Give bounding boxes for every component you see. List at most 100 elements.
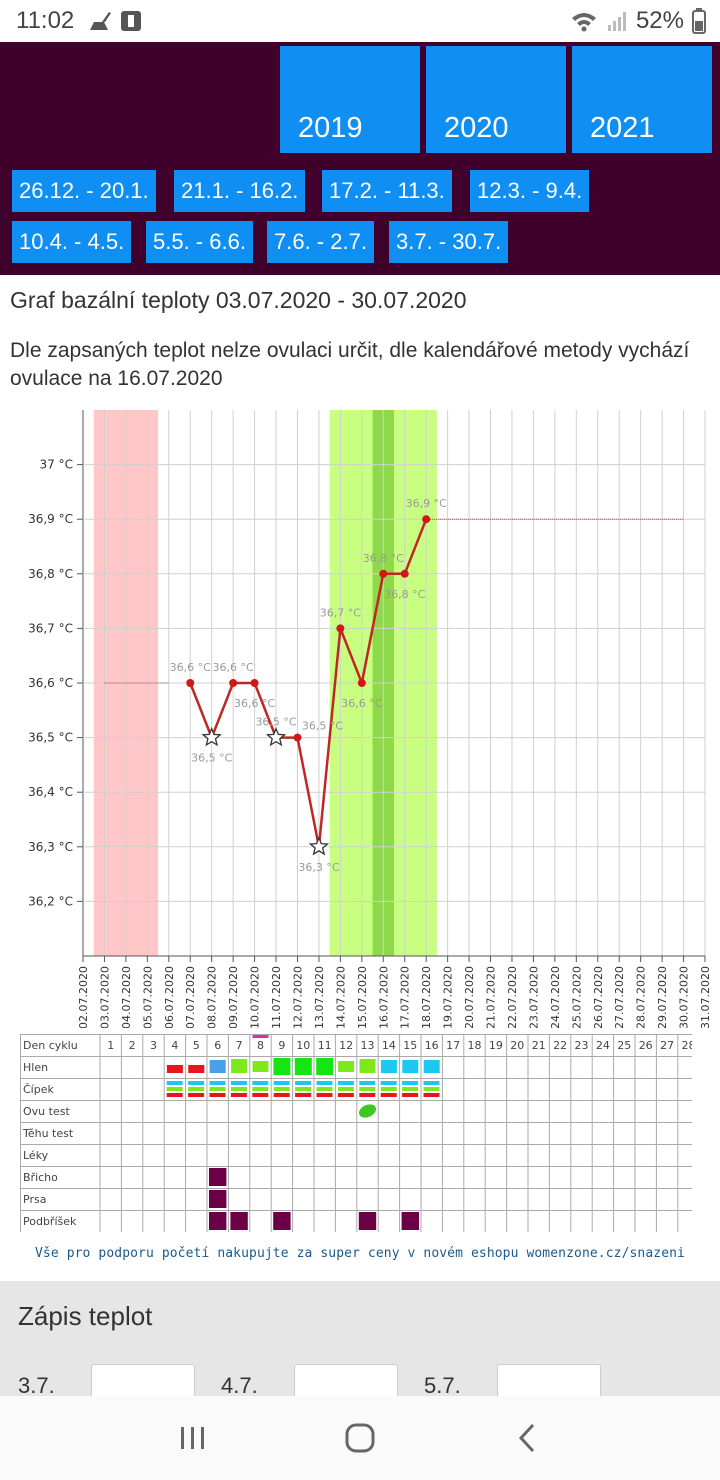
cipek-mark — [188, 1087, 205, 1091]
day-number: 11 — [318, 1039, 332, 1052]
cipek-mark — [188, 1081, 205, 1085]
x-tick-label: 25.07.2020 — [570, 966, 583, 1028]
period-button[interactable]: 5.5. - 6.6. — [146, 221, 253, 263]
battery-icon — [692, 8, 706, 34]
data-label: 36,6 °C — [170, 661, 211, 674]
day-number: 18 — [468, 1039, 482, 1052]
signal-icon — [607, 12, 626, 31]
data-point — [400, 569, 409, 578]
entry-date-label: 4.7. — [221, 1373, 258, 1398]
y-tick-label: 36,6 °C — [28, 676, 73, 690]
cipek-mark — [295, 1081, 312, 1085]
day-number: 4 — [171, 1039, 178, 1052]
day-number: 5 — [193, 1039, 200, 1052]
hlen-mark — [423, 1060, 440, 1073]
x-tick-label: 09.07.2020 — [227, 966, 240, 1028]
cipek-mark — [166, 1087, 183, 1091]
day-number: 22 — [553, 1039, 567, 1052]
year-button-2020[interactable]: 2020 — [426, 46, 566, 153]
cipek-mark — [359, 1081, 376, 1085]
data-label: 36,6 °C — [341, 697, 382, 710]
data-label: 36,5 °C — [302, 720, 343, 733]
data-label: 36,8 °C — [384, 588, 425, 601]
period-button[interactable]: 10.4. - 4.5. — [12, 221, 132, 263]
x-tick-label: 22.07.2020 — [506, 966, 519, 1028]
x-tick-label: 16.07.2020 — [377, 966, 390, 1028]
cipek-mark — [423, 1093, 440, 1097]
x-tick-label: 04.07.2020 — [120, 966, 133, 1028]
promo-link[interactable]: Vše pro podporu početí nakupujte za supe… — [35, 1246, 685, 1261]
cipek-mark — [209, 1087, 226, 1091]
x-tick-label: 17.07.2020 — [399, 966, 412, 1028]
y-tick-label: 37 °C — [40, 458, 73, 472]
cipek-mark — [166, 1093, 183, 1097]
day-number: 13 — [361, 1039, 375, 1052]
period-button[interactable]: 26.12. - 20.1. — [12, 170, 156, 212]
table-row-label: Podbříšek — [23, 1215, 77, 1228]
home-icon — [345, 1423, 375, 1453]
day-number: 9 — [278, 1039, 285, 1052]
hlen-mark — [273, 1058, 291, 1075]
page-title: Graf bazální teploty 03.07.2020 - 30.07.… — [10, 287, 467, 313]
year-button-2019[interactable]: 2019 — [280, 46, 420, 153]
cipek-mark — [337, 1081, 354, 1085]
period-button[interactable]: 12.3. - 9.4. — [470, 170, 590, 212]
day-number: 1 — [107, 1039, 114, 1052]
home-button[interactable] — [330, 1408, 390, 1468]
day-number: 16 — [425, 1039, 439, 1052]
cipek-mark — [380, 1081, 397, 1085]
cipek-mark — [252, 1093, 269, 1097]
y-tick-label: 36,4 °C — [28, 785, 73, 799]
x-tick-label: 08.07.2020 — [206, 966, 219, 1028]
x-tick-label: 13.07.2020 — [313, 966, 326, 1028]
hlen-mark — [231, 1059, 248, 1073]
period-button[interactable]: 7.6. - 2.7. — [267, 221, 374, 263]
cipek-mark — [316, 1093, 333, 1097]
x-tick-label: 23.07.2020 — [527, 966, 540, 1028]
period-button[interactable]: 17.2. - 11.3. — [322, 170, 452, 212]
day-number: 8 — [257, 1039, 264, 1052]
table-frame — [20, 1034, 692, 1232]
recent-apps-icon — [181, 1427, 205, 1449]
x-tick-label: 03.07.2020 — [98, 966, 111, 1028]
cleaner-icon — [90, 12, 112, 30]
hlen-mark — [166, 1065, 183, 1073]
hlen-mark — [316, 1058, 334, 1075]
system-nav-bar — [0, 1396, 720, 1480]
recent-apps-button[interactable] — [163, 1408, 223, 1468]
x-tick-label: 31.07.2020 — [699, 966, 712, 1028]
data-point — [250, 679, 259, 687]
temperature-entry-section: Zápis teplot 3.7. 4.7. 5.7. — [0, 1281, 720, 1404]
year-label: 2020 — [444, 112, 509, 144]
notification-badge-icon — [121, 11, 142, 31]
status-time: 11:02 — [16, 7, 75, 34]
day-number: 12 — [339, 1039, 353, 1052]
cipek-mark — [252, 1081, 269, 1085]
battery-percent: 52% — [635, 7, 684, 34]
data-point — [336, 624, 345, 633]
cipek-mark — [209, 1081, 226, 1085]
x-tick-label: 12.07.2020 — [291, 966, 304, 1028]
hlen-mark — [209, 1060, 226, 1073]
cipek-mark — [188, 1093, 205, 1097]
entry-date-label: 5.7. — [424, 1373, 461, 1398]
period-button[interactable]: 21.1. - 16.2. — [174, 170, 306, 212]
data-point-star — [201, 726, 222, 747]
cipek-mark — [359, 1093, 376, 1097]
x-tick-label: 15.07.2020 — [356, 966, 369, 1028]
cipek-mark — [230, 1093, 247, 1097]
ovulation-note: Dle zapsaných teplot nelze ovulaci určit… — [10, 339, 690, 390]
back-button[interactable] — [497, 1408, 557, 1468]
cipek-mark — [295, 1093, 312, 1097]
day-number: 19 — [489, 1039, 503, 1052]
table-row-label: Čípek — [23, 1083, 54, 1096]
back-icon — [518, 1423, 534, 1453]
cipek-mark — [337, 1087, 354, 1091]
y-tick-label: 36,8 °C — [28, 567, 73, 581]
table-row-label: Hlen — [23, 1061, 48, 1074]
data-label: 36,3 °C — [298, 861, 339, 874]
hlen-mark — [359, 1059, 376, 1073]
period-button-active[interactable]: 3.7. - 30.7. — [389, 221, 509, 263]
data-point — [357, 679, 366, 687]
year-button-2021[interactable]: 2021 — [572, 46, 712, 153]
